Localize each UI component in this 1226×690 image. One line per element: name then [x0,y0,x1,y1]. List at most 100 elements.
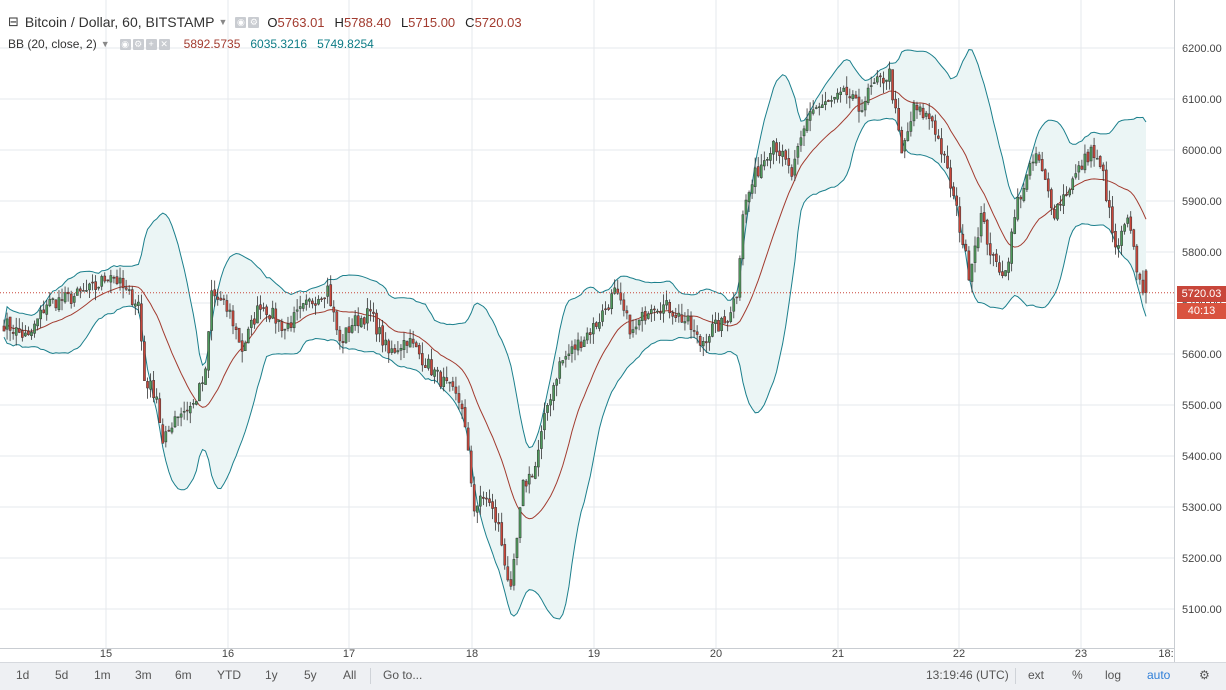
candle-body [582,339,586,347]
candle-body [1031,161,1035,164]
candle-body [973,245,977,263]
price-tick-label: 5500.00 [1182,400,1222,412]
candle-body [1065,194,1068,196]
bb-upper-value: 6035.3216 [250,37,308,51]
price-tick-label: 5400.00 [1182,451,1222,463]
candle-body [995,253,998,262]
candle-body [1126,217,1129,224]
candle-body [332,306,336,313]
candle-body [234,326,238,330]
candle-body [744,199,748,215]
candle-body [1104,169,1108,201]
candle-body [530,475,534,478]
candle-body [1059,203,1062,206]
candle-body [268,315,271,320]
time-tick-label: 23 [1075,648,1087,660]
candle-body [515,537,519,559]
candle-body [436,369,439,372]
candle-body [1083,153,1087,171]
candle-body [527,473,531,485]
candle-body [182,411,186,413]
price-chart[interactable]: 6200.006100.006000.005900.005800.005700.… [0,0,1226,662]
candle-body [1004,270,1007,277]
range-3m-button[interactable]: 3m [135,668,152,682]
price-tick-label: 6200.00 [1182,43,1222,55]
candle-body [839,91,842,95]
symbol-title[interactable]: Bitcoin / Dollar, 60, BITSTAMP [24,14,215,30]
candle-body [518,507,522,539]
candle-body [708,336,711,343]
auto-toggle[interactable]: auto [1147,668,1171,682]
add-icon[interactable]: + [145,38,157,50]
candle-body [491,501,494,509]
candle-body [613,287,617,294]
candle-body [506,566,510,581]
range-1y-button[interactable]: 1y [265,668,278,682]
candle-body [341,341,345,343]
candle-body [152,380,155,399]
range-5y-button[interactable]: 5y [304,668,317,682]
candle-body [833,96,836,100]
collapse-icon[interactable]: ⊟ [8,14,19,29]
ohlc-low-value: 5715.00 [408,14,456,30]
candle-body [842,87,846,92]
candle-body [634,326,638,330]
settings-icon[interactable]: ⚙ [132,38,144,50]
candle-body [814,107,818,109]
candle-body [604,308,607,311]
candle-body [628,314,632,335]
range-6m-button[interactable]: 6m [175,668,192,682]
chevron-down-icon[interactable]: ▼ [218,17,228,27]
percent-toggle[interactable]: % [1072,668,1083,682]
settings-icon[interactable]: ⚙ [248,16,260,28]
candle-body [683,321,687,324]
indicator-name[interactable]: BB (20, close, 2) [8,37,97,51]
candle-body [976,237,980,249]
candle-body [417,345,421,355]
candle-body [414,342,418,348]
candle-body [347,326,351,333]
range-1d-button[interactable]: 1d [16,668,30,682]
candle-body [91,281,94,284]
candle-body [362,317,366,325]
range-1m-button[interactable]: 1m [94,668,111,682]
gear-icon[interactable]: ⚙ [1199,668,1210,682]
close-icon[interactable]: ✕ [158,38,170,50]
candle-body [885,79,888,82]
chevron-down-icon[interactable]: ▼ [100,39,110,49]
candle-body [891,69,894,101]
candle-body [204,368,207,385]
candle-body [79,288,82,292]
candle-body [421,353,424,366]
range-ytd-button[interactable]: YTD [217,668,241,682]
candle-body [366,308,369,324]
countdown-badge: 40:13 [1177,303,1226,319]
candle-body [943,153,946,156]
candle-body [2,325,6,332]
candle-body [671,312,675,317]
range-all-button[interactable]: All [343,668,357,682]
candle-body [930,116,934,122]
ext-toggle[interactable]: ext [1028,668,1045,682]
candle-body [1123,224,1126,232]
candle-body [979,213,983,237]
goto-button[interactable]: Go to... [383,668,423,682]
candle-body [921,107,925,119]
candle-body [488,498,491,503]
candle-body [698,335,702,346]
candle-body [1050,189,1053,209]
candle-body [1138,273,1142,280]
range-5d-button[interactable]: 5d [55,668,69,682]
eye-icon[interactable]: ◉ [119,38,131,50]
clock-readout[interactable]: 13:19:46 (UTC) [926,668,1009,682]
chart-area[interactable]: 6200.006100.006000.005900.005800.005700.… [0,0,1226,662]
log-toggle[interactable]: log [1105,668,1122,682]
candle-body [350,325,354,333]
candle-body [726,321,729,323]
candle-body [497,522,500,525]
price-tick-label: 5800.00 [1182,247,1222,259]
candle-body [408,338,412,348]
eye-icon[interactable]: ◉ [235,16,247,28]
candle-body [411,338,415,344]
candle-body [909,121,913,132]
